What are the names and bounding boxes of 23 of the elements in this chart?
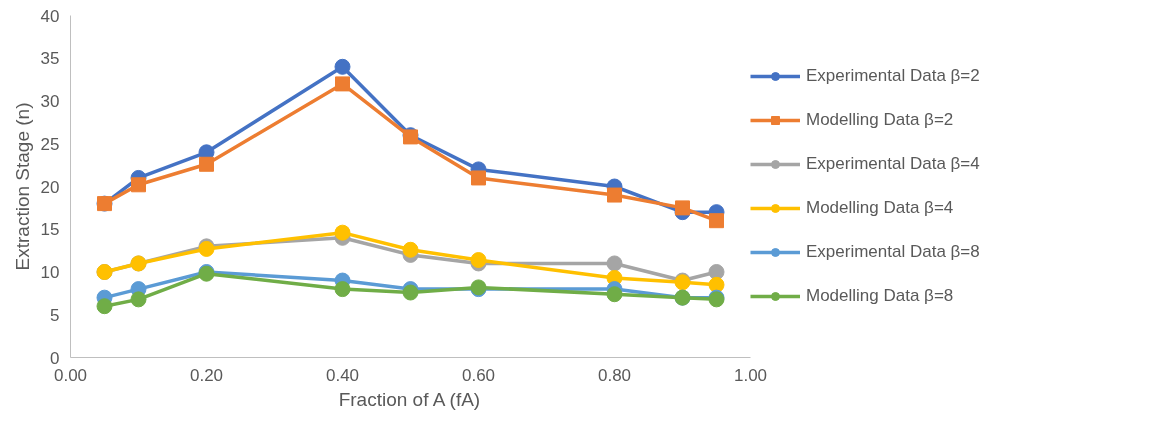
x-tick-label: 0.40: [325, 365, 360, 385]
y-tick-label: 40: [40, 6, 60, 26]
y-tick-label: 15: [40, 220, 60, 240]
x-axis-title: Fraction of A (fA): [338, 388, 481, 410]
x-tick-label: 0.00: [53, 365, 88, 385]
legend-label: Experimental Data β=4: [806, 154, 981, 174]
x-tick-label: 0.60: [461, 365, 496, 385]
legend-label: Modelling Data β=2: [806, 110, 955, 130]
legend-label: Modelling Data β=8: [806, 286, 955, 306]
y-tick-label: 10: [40, 263, 60, 282]
x-tick-label: 0.80: [597, 365, 632, 385]
x-tick-label: 1.00: [733, 365, 768, 385]
legend-label: Experimental Data β=2: [806, 66, 981, 86]
y-tick-label: 30: [40, 92, 60, 111]
y-tick-label: 35: [40, 49, 60, 69]
y-axis-title: Extraction Stage (n): [11, 102, 33, 271]
y-tick-label: 0: [50, 348, 60, 368]
y-tick-label: 20: [40, 177, 60, 197]
legend-label: Experimental Data β=8: [806, 242, 981, 262]
y-tick-label: 5: [50, 305, 60, 325]
y-tick-label: 25: [40, 134, 60, 154]
x-tick-label: 0.20: [189, 365, 224, 385]
legend-label: Modelling Data β=4: [806, 198, 955, 218]
